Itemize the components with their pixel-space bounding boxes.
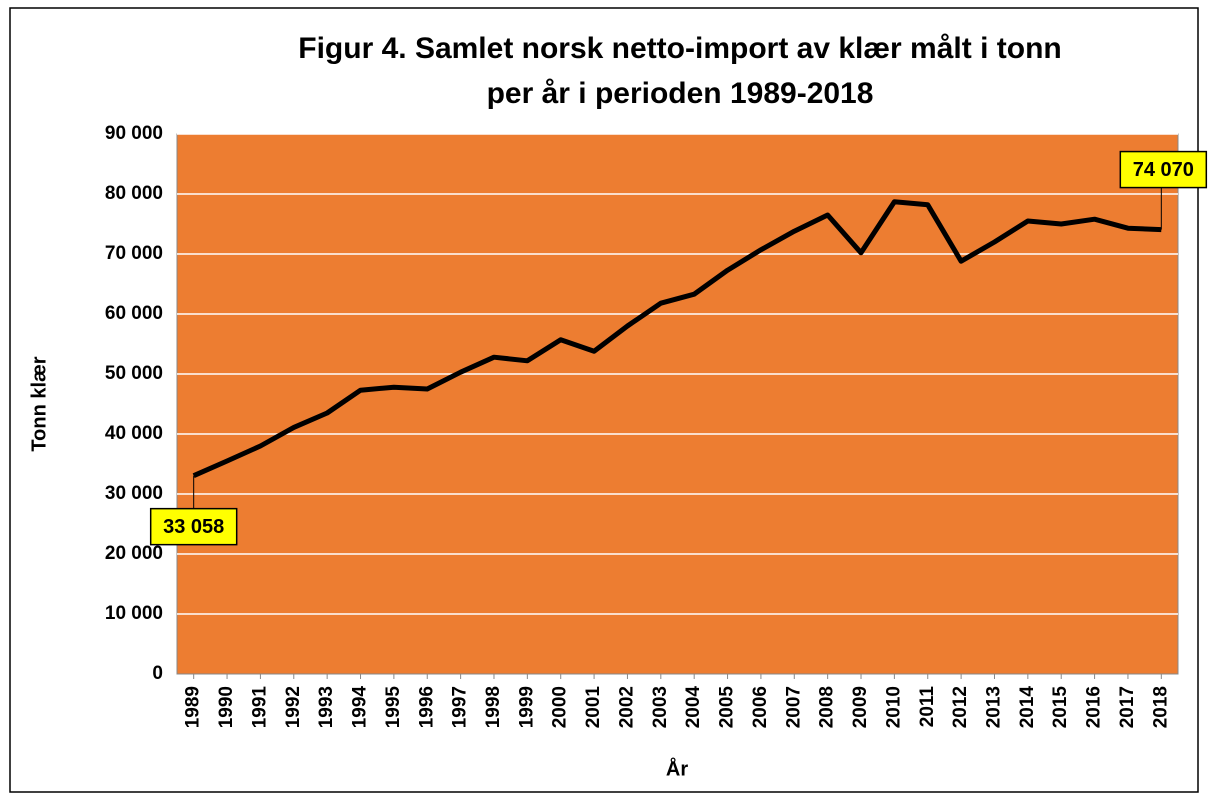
plot-area	[176, 133, 1179, 675]
x-tick-label: 2014	[1017, 686, 1038, 729]
x-tick-label: 1998	[483, 686, 504, 728]
x-tick-label: 1992	[283, 686, 304, 728]
x-tick-label: 2006	[750, 686, 771, 728]
y-tick-label: 10 000	[105, 603, 163, 624]
x-tick-label: 1995	[383, 686, 404, 729]
x-tick-label: 1999	[516, 686, 537, 728]
x-tick-label: 2018	[1150, 686, 1171, 728]
y-tick-label: 20 000	[105, 543, 163, 564]
x-tick-label: 2017	[1117, 686, 1138, 728]
x-tick-label: 2013	[983, 686, 1004, 728]
x-tick-label: 2010	[883, 686, 904, 728]
y-tick-label: 60 000	[105, 303, 163, 324]
data-label-box	[149, 507, 238, 546]
x-tick-label: 1991	[249, 686, 270, 729]
x-tick-label: 2005	[717, 686, 738, 729]
y-tick-label: 90 000	[105, 123, 163, 144]
x-tick-label: 1990	[216, 686, 237, 728]
x-tick-label: 2007	[783, 686, 804, 728]
x-tick-label: 2002	[616, 686, 637, 728]
x-tick-label: 1993	[316, 686, 337, 728]
x-tick-label: 2004	[683, 686, 704, 729]
x-tick-label: 2015	[1050, 686, 1071, 729]
data-label: 33 058	[163, 516, 224, 538]
x-tick-label: 1997	[450, 686, 471, 728]
y-tick-label: 30 000	[105, 483, 163, 504]
x-tick-label: 2000	[550, 686, 571, 728]
y-tick-label: 0	[152, 663, 163, 684]
x-tick-label: 1996	[416, 686, 437, 728]
y-tick-label: 70 000	[105, 243, 163, 264]
x-tick-label: 1994	[350, 686, 371, 729]
y-tick-label: 40 000	[105, 423, 163, 444]
x-tick-label: 2016	[1084, 686, 1105, 728]
x-tick-label: 1989	[183, 686, 204, 728]
y-tick-label: 50 000	[105, 363, 163, 384]
y-tick-label: 80 000	[105, 183, 163, 204]
x-tick-label: 2001	[583, 686, 604, 729]
data-line	[192, 199, 1162, 478]
x-tick-label: 2011	[917, 686, 938, 728]
y-axis-label: Tonn klær	[28, 356, 50, 451]
x-tick-label: 2003	[650, 686, 671, 728]
data-label: 74 070	[1133, 159, 1194, 181]
chart-title: Figur 4. Samlet norsk netto-import av kl…	[298, 32, 1061, 65]
x-tick-label: 2009	[850, 686, 871, 728]
x-tick-label: 2008	[817, 686, 838, 728]
data-label-box	[1119, 150, 1208, 189]
chart-title: per år i perioden 1989-2018	[487, 77, 874, 110]
x-tick-label: 2012	[950, 686, 971, 728]
x-axis-label: År	[666, 756, 688, 780]
